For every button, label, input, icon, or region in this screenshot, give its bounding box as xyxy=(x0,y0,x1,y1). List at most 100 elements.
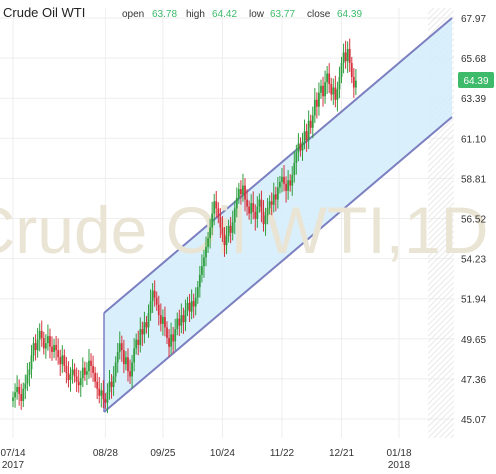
candle xyxy=(98,376,101,404)
candle xyxy=(295,144,298,175)
candle xyxy=(157,295,160,326)
candle xyxy=(127,348,129,382)
candle xyxy=(229,216,232,244)
low-label: low xyxy=(249,9,265,20)
candle xyxy=(96,372,99,400)
candle xyxy=(47,324,49,351)
time-tick-label: 07/14 xyxy=(0,448,25,459)
candle xyxy=(178,309,181,336)
candle xyxy=(67,361,70,388)
candle xyxy=(242,173,244,202)
candle xyxy=(149,289,152,321)
channel-lower-line[interactable] xyxy=(103,116,453,413)
candle xyxy=(137,330,140,356)
candle xyxy=(203,249,205,278)
candle xyxy=(260,190,263,223)
candle xyxy=(61,345,64,374)
candle xyxy=(283,165,285,192)
channel-upper-line[interactable] xyxy=(103,17,453,314)
candle xyxy=(254,204,257,231)
watermark: Crude Oil WTI,1D xyxy=(0,193,488,267)
candle xyxy=(22,382,25,408)
candle xyxy=(12,391,14,408)
candle xyxy=(49,328,51,359)
candle xyxy=(172,326,175,354)
time-tick-label: 12/21 xyxy=(329,448,354,459)
candle xyxy=(28,361,31,387)
candle xyxy=(53,338,55,359)
candle xyxy=(215,191,218,218)
candle xyxy=(40,320,43,347)
candle xyxy=(30,345,33,379)
candle xyxy=(268,195,271,215)
candle xyxy=(34,334,37,361)
candle xyxy=(79,370,82,397)
candle xyxy=(299,137,302,157)
candle xyxy=(270,192,273,216)
high-label: high xyxy=(186,9,205,20)
open-label: open xyxy=(122,9,144,20)
candle xyxy=(244,178,246,212)
high-value: 64.42 xyxy=(212,9,237,20)
candle xyxy=(118,331,121,360)
candle xyxy=(340,56,343,84)
close-label: close xyxy=(307,9,331,20)
candle xyxy=(32,337,35,362)
candle xyxy=(16,375,19,400)
candle xyxy=(262,200,265,232)
price-tick-label: 49.65 xyxy=(461,335,486,346)
candle xyxy=(90,353,92,378)
candle xyxy=(159,303,162,332)
candle xyxy=(311,106,314,139)
candle xyxy=(18,379,21,406)
candle xyxy=(211,201,214,236)
candle xyxy=(122,339,125,374)
price-axis[interactable]: 67.97 65.68 63.39 61.10 58.81 56.52 54.23 51.94… xyxy=(461,14,486,426)
time-tick-label: 09/25 xyxy=(150,448,175,459)
candle xyxy=(227,219,230,243)
candle xyxy=(190,289,193,320)
last-price-badge: 64.39 xyxy=(458,72,494,88)
candle xyxy=(258,193,261,213)
candle xyxy=(293,151,296,183)
price-tick-label: 56.52 xyxy=(461,215,486,226)
candle xyxy=(307,110,310,149)
candle xyxy=(20,383,23,410)
candle xyxy=(313,88,316,124)
close-value: 64.39 xyxy=(337,9,362,20)
candle xyxy=(207,231,209,253)
candle xyxy=(318,82,320,116)
candle xyxy=(221,215,224,243)
candle xyxy=(354,68,357,96)
candle xyxy=(176,312,179,336)
candle xyxy=(151,283,154,313)
candle xyxy=(346,41,349,73)
candle xyxy=(26,362,29,391)
candle xyxy=(205,236,207,267)
candle xyxy=(194,287,197,316)
candle xyxy=(291,166,294,196)
candle xyxy=(83,361,86,381)
candle xyxy=(198,265,201,298)
low-value: 63.77 xyxy=(270,9,295,20)
candle xyxy=(143,311,146,344)
candle xyxy=(217,202,220,224)
time-tick-label: 10/24 xyxy=(210,448,235,459)
candle xyxy=(88,348,90,379)
candle xyxy=(14,383,16,408)
price-tick-label: 54.23 xyxy=(461,255,486,266)
candle xyxy=(38,323,41,352)
candle xyxy=(110,374,113,399)
candle xyxy=(344,40,347,69)
candle xyxy=(315,92,318,119)
candle xyxy=(81,357,84,388)
trend-channel[interactable] xyxy=(103,17,453,413)
candle xyxy=(36,327,39,358)
candle xyxy=(75,367,78,393)
time-tick-year: 2017 xyxy=(2,460,25,471)
candle xyxy=(225,226,228,255)
candle xyxy=(125,351,127,371)
candle xyxy=(94,366,97,388)
